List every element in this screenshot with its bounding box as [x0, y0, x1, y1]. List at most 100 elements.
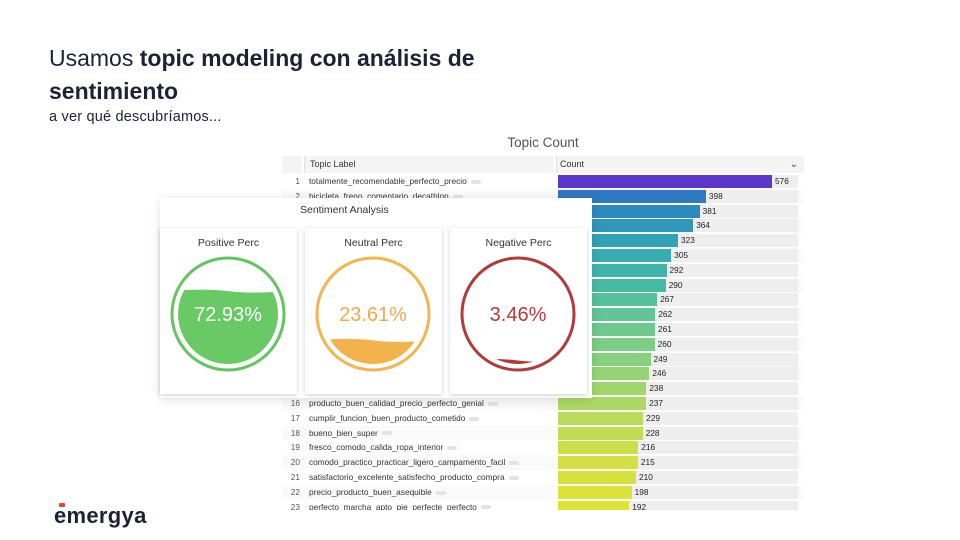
count-bar	[558, 471, 636, 484]
table-row[interactable]: 22 precio_producto_buen_asequible 198	[282, 484, 804, 500]
count-value: 210	[639, 472, 653, 482]
count-value: 381	[702, 205, 717, 216]
sentiment-card-title: Positive Perc	[197, 237, 260, 249]
sentiment-analysis-panel: Sentiment Analysis Positive Perc 72.93% Ne…	[160, 198, 592, 398]
gauge-ring	[460, 256, 576, 372]
count-value: 229	[646, 412, 660, 423]
count-bar	[558, 189, 706, 203]
table-row[interactable]: 1 totalmente_recomendable_perfecto_precio…	[282, 174, 804, 189]
topic-label-text: fresco_comodo_calida_ropa_interior	[309, 442, 444, 453]
count-value: 198	[634, 486, 649, 497]
count-value: 238	[649, 383, 664, 394]
topic-label: cumplir_funcion_buen_producto_cometido	[309, 411, 553, 426]
table-row[interactable]: 20 comodo_practico_practicar_ligero_campa…	[282, 455, 804, 470]
label-chip-icon	[470, 179, 481, 184]
chevron-down-icon[interactable]: ⌄	[789, 159, 798, 170]
count-value: 228	[645, 427, 660, 438]
topic-label: precio_producto_buen_asequible	[309, 485, 553, 500]
count-bar	[558, 485, 632, 499]
topic-count-panel: Topic Count Topic Label Count ⌄ 1 totalme…	[282, 130, 804, 510]
topic-label: totalmente_recomendable_perfecto_precio	[309, 174, 553, 189]
label-chip-icon	[508, 475, 519, 480]
topic-label: perfecto_marcha_apto_pie_perfecte_perfec…	[309, 500, 553, 510]
row-number: 1	[295, 176, 300, 186]
logo-accent-mark	[59, 503, 65, 507]
count-bar	[558, 441, 639, 455]
count-header-label: Count	[560, 159, 585, 169]
gauge-value: 23.61%	[339, 304, 407, 326]
label-chip-icon	[452, 194, 463, 199]
label-chip-icon	[509, 461, 520, 465]
label-chip-icon	[469, 416, 480, 421]
topic-count-title: Topic Count	[507, 135, 579, 150]
table-row[interactable]: 18 bueno_bien_super 228	[282, 425, 804, 441]
gauge-value: 3.46%	[490, 304, 547, 326]
table-row[interactable]: 17 cumplir_funcion_buen_producto_cometido…	[282, 411, 804, 426]
row-number: 18	[290, 427, 300, 438]
table-row[interactable]: 19 fresco_comodo_calida_ropa_interior 216	[282, 440, 804, 455]
sentiment-card[interactable]: Neutral Perc 23.61%	[305, 228, 442, 394]
label-chip-icon	[435, 490, 446, 495]
count-value: 290	[668, 279, 683, 290]
count-bar	[558, 411, 644, 425]
row-number: 22	[290, 486, 300, 497]
count-value: 267	[660, 294, 675, 305]
table-row[interactable]: 23 perfecto_marcha_apto_pie_perfecte_perf…	[282, 500, 804, 510]
count-value: 192	[632, 501, 647, 510]
topic-table-header: Topic Label Count ⌄	[282, 156, 804, 173]
count-value: 576	[775, 176, 789, 186]
topic-label-text: totalmente_recomendable_perfecto_precio	[309, 176, 467, 186]
label-chip-icon	[480, 505, 491, 510]
count-value: 262	[658, 309, 673, 320]
sentiment-card[interactable]: Negative Perc 3.46%	[450, 228, 587, 394]
table-row[interactable]: 21 satisfactorio_excelente_satisfecho_pro…	[282, 470, 804, 485]
count-value: 237	[649, 398, 663, 408]
sentiment-card[interactable]: Positive Perc 72.93%	[160, 228, 297, 394]
sentiment-title: Sentiment Analysis	[300, 204, 389, 216]
row-number: 2	[295, 190, 300, 201]
topic-label-text: satisfactorio_excelente_satisfecho_produ…	[309, 472, 505, 482]
bar-track	[558, 500, 798, 510]
topic-label: fresco_comodo_calida_ropa_interior	[309, 440, 553, 455]
count-value: 216	[641, 442, 656, 453]
row-number: 16	[290, 398, 300, 408]
count-value: 246	[652, 368, 667, 379]
row-number: 17	[290, 412, 300, 423]
sentiment-card-title: Negative Perc	[485, 237, 552, 249]
topic-label-text: precio_producto_buen_asequible	[309, 486, 432, 497]
row-number: 23	[290, 501, 300, 510]
row-number: 20	[290, 457, 300, 468]
count-value: 249	[653, 353, 668, 364]
count-value: 398	[708, 190, 723, 201]
topic-label: satisfactorio_excelente_satisfecho_produ…	[309, 470, 553, 485]
topic-label: producto_buen_calidad_precio_perfecto_ge…	[309, 396, 553, 411]
row-number: 19	[290, 442, 300, 453]
topic-label-header[interactable]: Topic Label	[304, 156, 554, 173]
topic-label-text: bicicleta_freno_comentario_decathlon	[309, 190, 449, 201]
topic-label-text: producto_buen_calidad_precio_perfecto_ge…	[309, 398, 484, 408]
topic-label: comodo_practico_practicar_ligero_campame…	[309, 455, 553, 470]
topic-label: bicicleta_freno_comentario_decathlon	[309, 189, 553, 204]
topic-label-text: perfecto_marcha_apto_pie_perfecte_perfec…	[309, 501, 477, 510]
count-bar	[558, 204, 700, 218]
table-row[interactable]: 16 producto_buen_calidad_precio_perfecto_…	[282, 396, 804, 411]
topic-label-text: comodo_practico_practicar_ligero_campame…	[309, 457, 506, 468]
sentiment-card-title: Neutral Perc	[344, 237, 403, 249]
count-bar	[558, 397, 647, 410]
row-number: 21	[290, 472, 300, 482]
count-header[interactable]: Count ⌄	[556, 156, 804, 173]
label-chip-icon	[381, 431, 392, 436]
slide-subtitle: a ver qué descubríamos...	[49, 109, 222, 125]
gauge-value: 72.93%	[194, 304, 262, 326]
gauge-fill	[178, 289, 278, 364]
count-bar	[558, 175, 772, 188]
slide-title-plain: Usamos	[49, 45, 140, 71]
label-chip-icon	[447, 446, 458, 451]
row-number-header	[282, 156, 302, 173]
count-value: 364	[696, 220, 711, 231]
label-chip-icon	[487, 401, 498, 406]
topic-label: bueno_bien_super	[309, 426, 553, 441]
count-value: 305	[674, 250, 689, 260]
table-row[interactable]: 3381	[282, 204, 804, 219]
emergya-logo: emergya	[54, 503, 147, 529]
